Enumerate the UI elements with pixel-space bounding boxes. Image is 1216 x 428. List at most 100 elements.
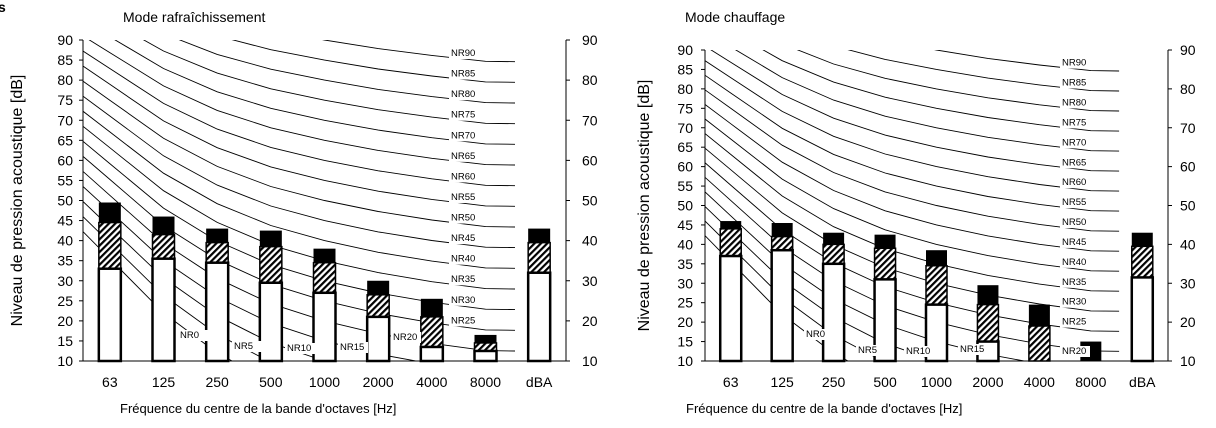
nr-label: NR50 (1062, 217, 1086, 228)
bar-hatched-segment (1028, 325, 1051, 362)
x-tick-label: 500 (259, 374, 283, 390)
nr-label: NR50 (451, 213, 475, 224)
y-tick-label: 85 (677, 61, 693, 77)
x-tick-label: 63 (723, 374, 739, 390)
y-tick-label: 30 (57, 273, 73, 289)
y2-tick-label: 50 (582, 193, 598, 209)
nr-label: NR25 (451, 315, 475, 326)
y-tick-label: 50 (57, 193, 73, 209)
bar-white-segment (1130, 276, 1155, 363)
nr-label-bg (449, 253, 483, 265)
bar-white-segment (258, 281, 284, 363)
x-tick-label: 63 (102, 374, 118, 390)
nr-label: NR5 (858, 345, 877, 356)
y-tick-label: 15 (57, 333, 73, 349)
nr-label-bg (1060, 296, 1094, 308)
bar-black-segment (259, 230, 282, 247)
nr-curve (83, 215, 270, 361)
nr-label: NR90 (1062, 58, 1086, 69)
nr-label-bg (449, 233, 483, 245)
y2-tick-label: 80 (582, 72, 598, 88)
x-tick-label: 1000 (309, 374, 340, 390)
bar-white-segment (770, 248, 794, 363)
bar-hatched-segment (420, 316, 444, 348)
bar-hatched-segment (151, 233, 176, 260)
nr-label-bg (449, 315, 483, 327)
y-tick-label: 70 (677, 120, 693, 136)
nr-label-bg (449, 109, 483, 121)
bar-black-segment (367, 280, 390, 295)
nr-label-bg (958, 344, 988, 355)
bar-white-segment (97, 267, 123, 363)
y2-tick-label: 20 (582, 313, 598, 329)
nr-label-bg (449, 48, 483, 60)
bar-white-segment (312, 291, 337, 363)
nr-label-bg (1060, 197, 1094, 209)
bar-black-segment (420, 298, 443, 317)
x-tick-label: 250 (205, 374, 229, 390)
y2-tick-label: 90 (1180, 42, 1196, 58)
x-tick-label: 8000 (1075, 374, 1106, 390)
x-tick-label: dBA (526, 374, 553, 390)
nr-label: NR55 (451, 192, 475, 203)
bar-hatched-segment (1131, 245, 1154, 279)
nr-label-bg (391, 332, 421, 343)
nr-curve (705, 205, 939, 361)
nr-curves-group (83, 40, 516, 361)
x-tick-label: 2000 (363, 374, 394, 390)
x-axis-label: Fréquence du centre de la bande d'octave… (686, 401, 962, 416)
bar-white-segment (526, 271, 552, 363)
bar-hatched-segment (976, 303, 1000, 343)
y2-tick-label: 60 (582, 152, 598, 168)
nr-label-bg (449, 89, 483, 101)
nr-curve (83, 231, 233, 361)
y2-tick-label: 80 (1180, 81, 1196, 97)
nr-label: NR30 (1062, 297, 1086, 308)
y-tick-label: 90 (677, 42, 693, 58)
chart-heating: Mode chauffage Niveau de pression acousti… (636, 9, 1196, 416)
nr-curve (83, 170, 516, 352)
nr-curve (705, 132, 1120, 292)
nr-label-bg (178, 330, 208, 341)
nr-curve (705, 191, 1027, 361)
nr-label-bg (449, 294, 483, 306)
nr-label-bg (1060, 117, 1094, 129)
chart-title: Mode rafraîchissement (123, 9, 266, 25)
nr-label-bg (449, 171, 483, 183)
nr-label-bg (449, 274, 483, 286)
nr-label-bg (1060, 276, 1094, 288)
nr-label-bg (449, 68, 483, 80)
nr-label: NR5 (234, 341, 253, 352)
bar-black-segment (1028, 304, 1050, 327)
y2-tick-label: 10 (582, 353, 598, 369)
bar-hatched-segment (259, 245, 283, 284)
nr-label: NR10 (906, 346, 930, 357)
y-tick-label: 60 (677, 159, 693, 175)
y2-tick-label: 40 (1180, 236, 1196, 252)
nr-curve (762, 50, 1120, 132)
y-tick-label: 20 (677, 314, 693, 330)
nr-label-bg (1060, 256, 1094, 268)
nr-label: NR60 (451, 171, 475, 182)
bar-hatched-segment (719, 228, 742, 257)
nr-label: NR80 (451, 89, 475, 100)
nr-label-bg (1060, 77, 1094, 89)
nr-label: NR30 (451, 295, 475, 306)
y2-tick-label: 70 (582, 112, 598, 128)
y-tick-label: 65 (57, 132, 73, 148)
nr-label: NR45 (451, 233, 475, 244)
bar-black-segment (1131, 232, 1153, 247)
figure-corner-mark: s (0, 0, 6, 15)
bar-black-segment (528, 228, 551, 243)
y2-tick-label: 70 (1180, 120, 1196, 136)
nr-label: NR35 (1062, 277, 1086, 288)
y2-tick-label: 30 (582, 273, 598, 289)
bar-black-segment (474, 334, 497, 343)
bar-black-segment (98, 202, 121, 223)
nr-label-bg (449, 212, 483, 224)
y-tick-label: 20 (57, 313, 73, 329)
nr-curve (114, 40, 516, 145)
nr-label-bg (1060, 57, 1094, 69)
y-tick-label: 75 (677, 100, 693, 116)
bar-black-segment (720, 221, 742, 229)
